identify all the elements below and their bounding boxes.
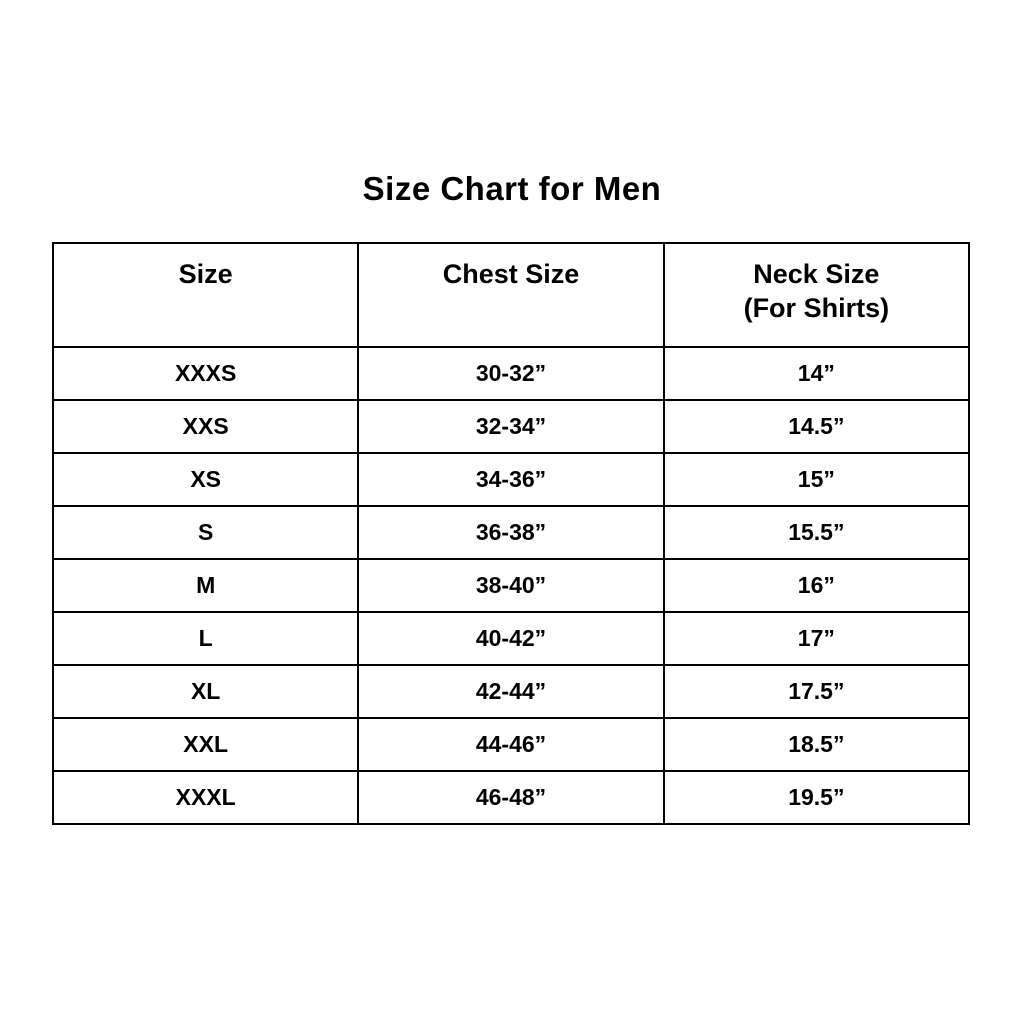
neck-cell: 14.5” <box>662 399 971 454</box>
table-header: Size Chest Size Neck Size (For Shirts) <box>51 242 971 348</box>
table-row: XXXL 46-48” 19.5” <box>51 770 971 825</box>
size-cell: XL <box>51 664 360 719</box>
neck-cell: 15.5” <box>662 505 971 560</box>
table-row: XS 34-36” 15” <box>51 452 971 507</box>
table-row: XL 42-44” 17.5” <box>51 664 971 719</box>
chest-cell: 42-44” <box>357 664 665 719</box>
neck-cell: 15” <box>662 452 971 507</box>
size-cell: XXS <box>51 399 360 454</box>
chest-cell: 36-38” <box>357 505 665 560</box>
column-header-neck-size: Neck Size (For Shirts) <box>662 242 971 348</box>
column-header-neck-size-line2: (For Shirts) <box>743 292 890 323</box>
chest-cell: 34-36” <box>357 452 665 507</box>
chest-cell: 44-46” <box>357 717 665 772</box>
table-body: XXXS 30-32” 14” XXS 32-34” 14.5” XS 34-3… <box>51 346 971 825</box>
size-chart-table: Size Chest Size Neck Size (For Shirts) X… <box>51 242 971 825</box>
table-row: XXS 32-34” 14.5” <box>51 399 971 454</box>
size-cell: M <box>51 558 360 613</box>
column-header-chest-size: Chest Size <box>357 242 665 348</box>
chest-cell: 40-42” <box>357 611 665 666</box>
table-row: S 36-38” 15.5” <box>51 505 971 560</box>
page-title: Size Chart for Men <box>362 170 662 207</box>
size-cell: XS <box>51 452 360 507</box>
chest-cell: 32-34” <box>357 399 665 454</box>
table-row: L 40-42” 17” <box>51 611 971 666</box>
size-cell: XXL <box>51 717 360 772</box>
size-cell: XXXS <box>51 346 360 401</box>
chest-cell: 30-32” <box>357 346 665 401</box>
table-row: M 38-40” 16” <box>51 558 971 613</box>
neck-cell: 17.5” <box>662 664 971 719</box>
column-header-size: Size <box>51 242 360 348</box>
neck-cell: 18.5” <box>662 717 971 772</box>
size-cell: XXXL <box>51 770 360 825</box>
neck-cell: 14” <box>662 346 971 401</box>
table-header-row: Size Chest Size Neck Size (For Shirts) <box>51 242 971 348</box>
neck-cell: 16” <box>662 558 971 613</box>
table-row: XXL 44-46” 18.5” <box>51 717 971 772</box>
size-cell: S <box>51 505 360 560</box>
table-row: XXXS 30-32” 14” <box>51 346 971 401</box>
chest-cell: 38-40” <box>357 558 665 613</box>
neck-cell: 19.5” <box>662 770 971 825</box>
size-cell: L <box>51 611 360 666</box>
chest-cell: 46-48” <box>357 770 665 825</box>
column-header-neck-size-line1: Neck Size <box>753 259 880 289</box>
neck-cell: 17” <box>662 611 971 666</box>
